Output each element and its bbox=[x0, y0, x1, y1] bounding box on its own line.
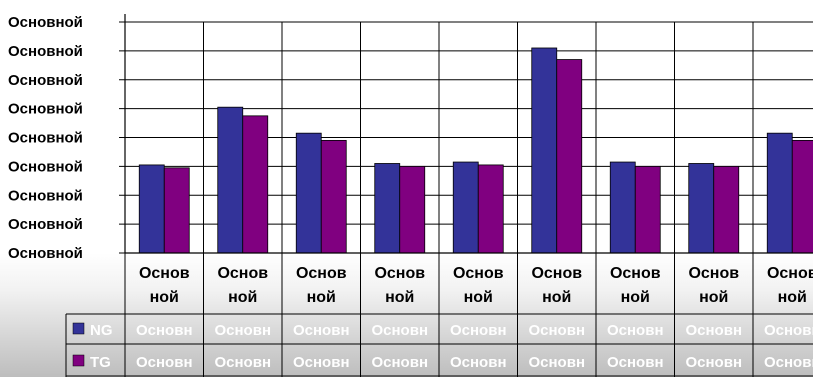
x-tick-label-line2: ной bbox=[228, 289, 257, 306]
bar-TG bbox=[399, 165, 426, 254]
table-cell-NG: Основн bbox=[214, 322, 271, 339]
table-cell-TG: Основн bbox=[214, 354, 271, 371]
x-tick-label-line1: Основ bbox=[610, 265, 661, 282]
x-tick-label-line1: Основ bbox=[296, 265, 347, 282]
table-cell-TG: Основн bbox=[136, 354, 193, 371]
y-tick-label: Основной bbox=[8, 245, 83, 262]
table-cell-NG: Основн bbox=[450, 322, 507, 339]
y-tick-label: Основной bbox=[8, 14, 83, 31]
x-tick-label-line1: Основ bbox=[217, 265, 268, 282]
bar-TG bbox=[242, 115, 269, 254]
x-tick-label-line1: Основ bbox=[531, 265, 582, 282]
bar-TG bbox=[163, 167, 190, 254]
x-tick-label-line2: ной bbox=[150, 289, 179, 306]
table-cell-NG: Основн bbox=[528, 322, 585, 339]
table-cell-TG: Основн bbox=[607, 354, 664, 371]
table-cell-NG: Основн bbox=[293, 322, 350, 339]
bar-TG bbox=[320, 139, 347, 254]
legend-swatch-TG bbox=[72, 354, 85, 367]
y-tick-label: Основной bbox=[8, 130, 83, 147]
table-cell-NG: Основн bbox=[371, 322, 428, 339]
bar-NG bbox=[452, 161, 479, 254]
bar-TG bbox=[634, 165, 661, 254]
legend-swatch-NG bbox=[72, 322, 85, 335]
y-tick-label: Основной bbox=[8, 216, 83, 233]
legend-label-NG: NG bbox=[90, 322, 113, 339]
x-tick-label-line2: ной bbox=[778, 289, 807, 306]
y-tick-label: Основной bbox=[8, 101, 83, 118]
x-tick-label-line2: ной bbox=[307, 289, 336, 306]
data-table-background bbox=[0, 253, 813, 377]
table-cell-TG: Основн bbox=[764, 354, 813, 371]
bar-TG bbox=[477, 164, 504, 254]
x-tick-label-line2: ной bbox=[385, 289, 414, 306]
bar-TG bbox=[791, 139, 813, 254]
x-tick-label-line1: Основ bbox=[688, 265, 739, 282]
y-tick-label: Основной bbox=[8, 43, 83, 60]
bar-NG bbox=[295, 132, 322, 254]
bar-NG bbox=[766, 132, 793, 254]
x-tick-label-line2: ной bbox=[621, 289, 650, 306]
bar-NG bbox=[217, 106, 244, 254]
table-cell-NG: Основн bbox=[607, 322, 664, 339]
x-tick-label-line1: Основ bbox=[453, 265, 504, 282]
x-tick-label-line2: ной bbox=[464, 289, 493, 306]
x-tick-label-line2: ной bbox=[699, 289, 728, 306]
x-tick-label-line2: ной bbox=[542, 289, 571, 306]
y-tick-label: Основной bbox=[8, 158, 83, 175]
y-tick-label: Основной bbox=[8, 72, 83, 89]
bar-TG bbox=[713, 165, 740, 254]
table-cell-NG: Основн bbox=[764, 322, 813, 339]
legend-label-TG: TG bbox=[90, 354, 111, 371]
table-cell-NG: Основн bbox=[685, 322, 742, 339]
bar-TG bbox=[556, 59, 583, 254]
table-cell-TG: Основн bbox=[450, 354, 507, 371]
bar-NG bbox=[531, 47, 558, 254]
table-cell-TG: Основн bbox=[685, 354, 742, 371]
bar-NG bbox=[609, 161, 636, 254]
bar-NG bbox=[138, 164, 165, 254]
table-cell-TG: Основн bbox=[528, 354, 585, 371]
x-tick-label-line1: Основ bbox=[767, 265, 813, 282]
bar-NG bbox=[688, 163, 715, 254]
y-tick-label: Основной bbox=[8, 187, 83, 204]
table-cell-TG: Основн bbox=[371, 354, 428, 371]
x-tick-label-line1: Основ bbox=[374, 265, 425, 282]
table-cell-NG: Основн bbox=[136, 322, 193, 339]
table-cell-TG: Основн bbox=[293, 354, 350, 371]
bar-NG bbox=[374, 163, 401, 254]
x-tick-label-line1: Основ bbox=[139, 265, 190, 282]
